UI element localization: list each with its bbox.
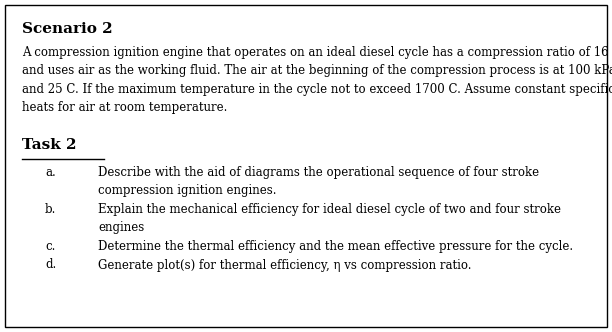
Text: b.: b. [45, 203, 56, 216]
Text: Describe with the aid of diagrams the operational sequence of four stroke: Describe with the aid of diagrams the op… [98, 166, 539, 179]
Text: Explain the mechanical efficiency for ideal diesel cycle of two and four stroke: Explain the mechanical efficiency for id… [98, 203, 561, 216]
Text: Task 2: Task 2 [22, 138, 76, 152]
Text: Determine the thermal efficiency and the mean effective pressure for the cycle.: Determine the thermal efficiency and the… [98, 240, 573, 253]
Text: engines: engines [98, 221, 144, 234]
Text: c.: c. [45, 240, 55, 253]
Text: and uses air as the working fluid. The air at the beginning of the compression p: and uses air as the working fluid. The a… [22, 64, 612, 77]
Text: and 25 C. If the maximum temperature in the cycle not to exceed 1700 C. Assume c: and 25 C. If the maximum temperature in … [22, 83, 612, 96]
Text: d.: d. [45, 259, 56, 272]
Text: a.: a. [45, 166, 56, 179]
Text: heats for air at room temperature.: heats for air at room temperature. [22, 102, 228, 115]
Text: compression ignition engines.: compression ignition engines. [98, 185, 277, 198]
Text: Scenario 2: Scenario 2 [22, 22, 113, 36]
Text: Generate plot(s) for thermal efficiency, η vs compression ratio.: Generate plot(s) for thermal efficiency,… [98, 259, 471, 272]
Text: A compression ignition engine that operates on an ideal diesel cycle has a compr: A compression ignition engine that opera… [22, 46, 608, 59]
